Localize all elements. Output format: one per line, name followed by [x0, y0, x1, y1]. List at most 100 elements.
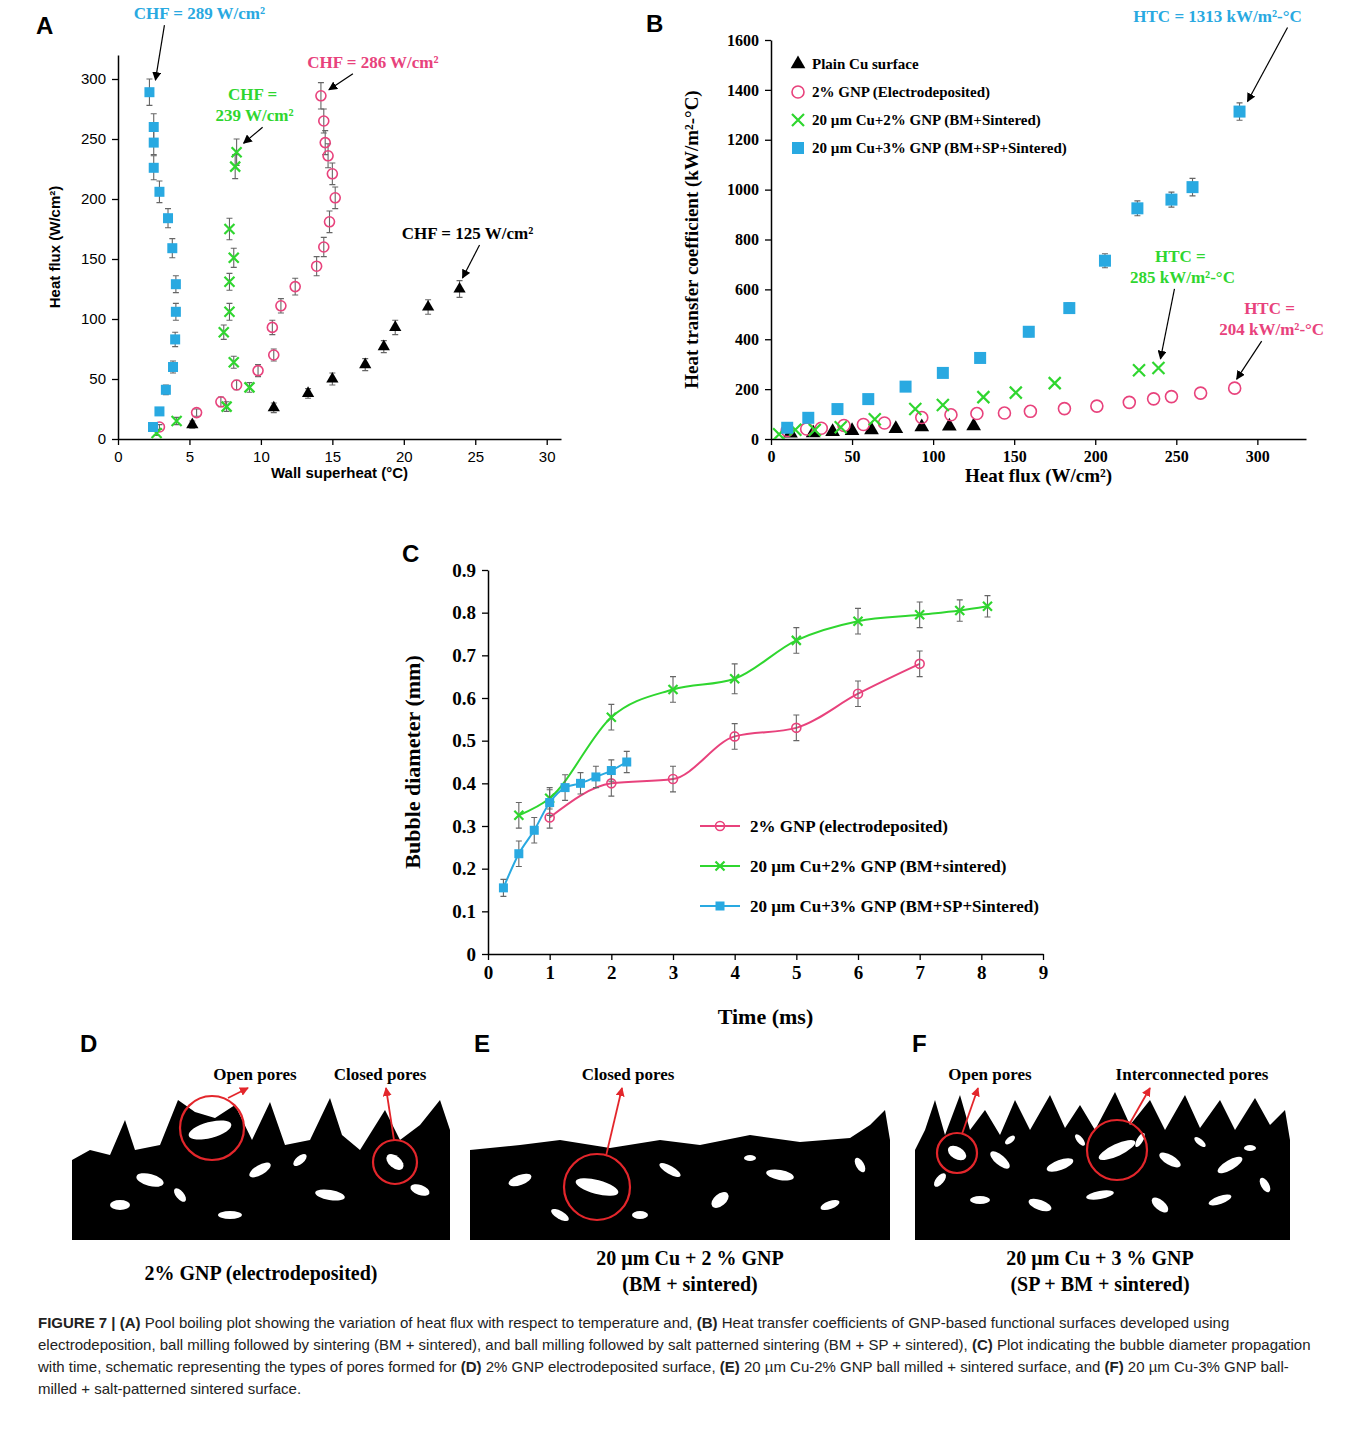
- x-tick: 20: [396, 439, 413, 465]
- x-tick: 1: [545, 954, 555, 983]
- data-point: [323, 151, 333, 161]
- annotation-arrow: [1248, 28, 1288, 102]
- legend-item: Plain Cu surface: [791, 56, 919, 73]
- error-bar: [314, 257, 320, 276]
- x-tick-label: 4: [730, 962, 740, 983]
- data-point: [186, 418, 198, 429]
- legend-item: 2% GNP (electrodeposited): [700, 817, 948, 836]
- series-line: [503, 762, 626, 888]
- x-tick-mark: [858, 954, 859, 960]
- pore: [172, 1186, 188, 1203]
- pore: [1096, 1136, 1137, 1164]
- label-arrow: [386, 1088, 394, 1140]
- pore: [1045, 1156, 1075, 1175]
- data-point: [1010, 387, 1022, 399]
- data-point: [998, 407, 1010, 419]
- legend-label: 2% GNP (electrodeposited): [750, 817, 948, 836]
- y-tick-label: 0.4: [452, 773, 476, 794]
- y-tick: 200: [735, 381, 771, 398]
- x-tick-mark: [547, 439, 548, 445]
- pore: [1003, 1134, 1016, 1146]
- legend-item: 20 µm Cu+3% GNP (BM+SP+Sintered): [700, 897, 1039, 916]
- y-tick-mark: [482, 570, 488, 571]
- plot-area: [773, 103, 1245, 439]
- y-axis-line: [488, 571, 490, 955]
- schematic-title: (SP + BM + sintered): [1010, 1273, 1189, 1296]
- legend-item: 20 µm Cu+2% GNP (BM+sintered): [700, 857, 1006, 876]
- y-tick-label: 0.2: [452, 858, 476, 879]
- y-axis: 00.10.20.30.40.50.60.70.80.9: [452, 560, 488, 965]
- pore: [110, 1200, 130, 1210]
- pore: [314, 1187, 345, 1202]
- legend-label: Plain Cu surface: [812, 56, 919, 72]
- legend-marker: [792, 142, 804, 154]
- legend: 2% GNP (electrodeposited) 20 µm Cu+2% GNP…: [700, 817, 1039, 916]
- error-bar: [321, 237, 327, 256]
- data-point: [983, 602, 992, 611]
- data-point: [290, 282, 300, 292]
- data-point: [1148, 393, 1160, 405]
- x-axis-title: Time (ms): [718, 1004, 814, 1029]
- highlight-circle: [937, 1133, 977, 1173]
- data-point: [1187, 181, 1199, 193]
- data-point: [154, 187, 164, 197]
- y-tick-mark: [112, 439, 118, 440]
- x-tick: 15: [325, 439, 342, 465]
- data-point: [389, 320, 401, 331]
- y-tick-label: 1400: [727, 81, 759, 98]
- data-point: [1165, 194, 1177, 206]
- x-tick-label: 5: [792, 962, 802, 983]
- x-tick-mark: [611, 954, 612, 960]
- porous-layer: [470, 1110, 890, 1240]
- schematic-title: (BM + sintered): [622, 1273, 757, 1296]
- y-axis: 02004006008001000120014001600: [727, 32, 772, 448]
- pore: [247, 1160, 273, 1181]
- annotation-line: 204 kW/m²-°C: [1219, 320, 1324, 339]
- x-tick-mark: [118, 439, 119, 445]
- data-point: [802, 412, 814, 424]
- data-point: [154, 406, 164, 416]
- data-point: [171, 279, 181, 289]
- x-tick-label: 0: [768, 448, 776, 465]
- y-tick-label: 300: [81, 70, 106, 87]
- y-tick-mark: [112, 379, 118, 380]
- x-tick-mark: [550, 954, 551, 960]
- schematic-title: 2% GNP (electrodeposited): [145, 1262, 378, 1285]
- x-tick: 300: [1246, 439, 1270, 465]
- x-axis-line: [489, 954, 1044, 956]
- y-tick: 0: [467, 944, 489, 965]
- schematic-panel: DOpen poresClosed pores2% GNP (electrode…: [72, 1030, 450, 1285]
- pore-label: Open pores: [948, 1065, 1032, 1084]
- annotation-arrow: [463, 245, 480, 278]
- data-point: [327, 169, 337, 179]
- x-tick-label: 1: [545, 962, 555, 983]
- x-tick: 9: [1039, 954, 1049, 983]
- y-tick-label: 0.9: [452, 560, 476, 581]
- data-point: [267, 322, 277, 332]
- legend-label: 20 µm Cu+2% GNP (BM+Sintered): [812, 112, 1041, 129]
- x-tick-mark: [796, 954, 797, 960]
- y-tick-mark: [482, 911, 488, 912]
- y-tick-mark: [112, 139, 118, 140]
- pore: [708, 1189, 731, 1211]
- label-arrow: [962, 1088, 978, 1134]
- x-tick-mark: [771, 439, 772, 445]
- pore: [409, 1182, 431, 1198]
- highlight-circle: [180, 1096, 244, 1160]
- caption-text: (F): [1105, 1358, 1124, 1375]
- data-point: [144, 87, 154, 97]
- highlight-circle: [564, 1154, 630, 1220]
- legend-label: 20 µm Cu+2% GNP (BM+sintered): [750, 857, 1006, 876]
- x-axis: 050100150200250300: [768, 439, 1307, 465]
- data-point: [854, 617, 863, 626]
- data-point: [232, 380, 242, 390]
- data-point: [945, 409, 957, 421]
- data-point: [499, 883, 508, 892]
- caption-text: (E): [720, 1358, 740, 1375]
- y-tick-label: 1600: [727, 32, 759, 49]
- error-bar: [234, 380, 240, 390]
- x-tick-mark: [981, 954, 982, 960]
- data-point: [378, 340, 390, 351]
- data-point: [1133, 364, 1145, 376]
- pore: [1027, 1196, 1053, 1214]
